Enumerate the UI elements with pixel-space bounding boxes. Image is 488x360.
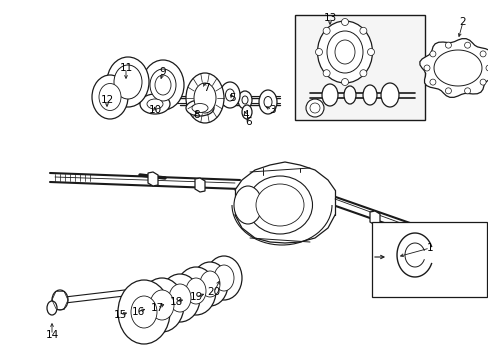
Ellipse shape xyxy=(155,75,171,95)
Ellipse shape xyxy=(264,96,271,108)
Circle shape xyxy=(464,42,469,48)
Ellipse shape xyxy=(242,96,247,104)
Ellipse shape xyxy=(256,184,304,226)
Ellipse shape xyxy=(142,60,183,110)
Text: 12: 12 xyxy=(100,95,113,105)
Circle shape xyxy=(359,70,366,77)
Ellipse shape xyxy=(147,99,163,109)
Text: 4: 4 xyxy=(242,110,249,120)
Circle shape xyxy=(309,103,319,113)
Circle shape xyxy=(445,88,450,94)
Ellipse shape xyxy=(334,40,354,64)
Ellipse shape xyxy=(131,296,157,328)
Ellipse shape xyxy=(185,100,214,116)
Text: 9: 9 xyxy=(160,67,166,77)
Ellipse shape xyxy=(194,83,216,113)
Text: 17: 17 xyxy=(150,303,163,313)
Bar xyxy=(371,222,486,297)
Text: 7: 7 xyxy=(202,83,209,93)
Ellipse shape xyxy=(214,265,234,291)
Text: 20: 20 xyxy=(207,287,220,297)
Ellipse shape xyxy=(238,91,251,109)
Ellipse shape xyxy=(140,94,170,114)
Ellipse shape xyxy=(247,176,312,234)
Ellipse shape xyxy=(160,274,200,322)
Circle shape xyxy=(445,42,450,48)
Ellipse shape xyxy=(140,278,183,332)
Ellipse shape xyxy=(343,86,355,104)
Ellipse shape xyxy=(169,284,191,312)
Text: 15: 15 xyxy=(113,310,126,320)
Ellipse shape xyxy=(52,290,68,310)
Polygon shape xyxy=(148,172,158,186)
Ellipse shape xyxy=(200,271,220,297)
Ellipse shape xyxy=(259,90,276,114)
Ellipse shape xyxy=(205,256,242,300)
Text: 3: 3 xyxy=(268,105,275,115)
Polygon shape xyxy=(419,39,488,97)
Circle shape xyxy=(323,27,329,34)
Ellipse shape xyxy=(321,84,337,106)
Text: 16: 16 xyxy=(131,307,144,317)
Text: 1: 1 xyxy=(426,243,432,253)
Text: 18: 18 xyxy=(169,297,182,307)
Circle shape xyxy=(479,51,485,57)
Circle shape xyxy=(423,65,429,71)
Ellipse shape xyxy=(107,57,149,107)
Polygon shape xyxy=(195,178,204,192)
Text: 5: 5 xyxy=(229,93,236,103)
Circle shape xyxy=(429,51,435,57)
Polygon shape xyxy=(369,211,379,225)
Ellipse shape xyxy=(192,104,207,112)
Ellipse shape xyxy=(234,186,262,224)
Ellipse shape xyxy=(192,262,227,306)
Text: 13: 13 xyxy=(323,13,336,23)
Text: 14: 14 xyxy=(45,330,59,340)
Text: 8: 8 xyxy=(193,110,200,120)
Text: 6: 6 xyxy=(245,117,252,127)
Ellipse shape xyxy=(176,267,216,315)
Ellipse shape xyxy=(150,290,174,320)
Ellipse shape xyxy=(92,75,128,119)
Ellipse shape xyxy=(150,69,176,101)
Circle shape xyxy=(305,99,324,117)
Ellipse shape xyxy=(114,65,142,99)
Ellipse shape xyxy=(118,280,170,344)
Ellipse shape xyxy=(185,278,205,304)
Bar xyxy=(294,15,424,120)
Polygon shape xyxy=(433,50,481,86)
Ellipse shape xyxy=(242,105,251,119)
Circle shape xyxy=(479,79,485,85)
Circle shape xyxy=(315,49,322,55)
Circle shape xyxy=(359,27,366,34)
Text: 11: 11 xyxy=(119,63,132,73)
Circle shape xyxy=(429,79,435,85)
Circle shape xyxy=(341,78,348,85)
Circle shape xyxy=(367,49,374,55)
Ellipse shape xyxy=(326,31,362,73)
Ellipse shape xyxy=(380,83,398,107)
Text: 2: 2 xyxy=(459,17,466,27)
Text: 10: 10 xyxy=(148,105,161,115)
Ellipse shape xyxy=(185,73,224,123)
Ellipse shape xyxy=(362,85,376,105)
Ellipse shape xyxy=(220,82,240,108)
Ellipse shape xyxy=(317,21,372,83)
Circle shape xyxy=(323,70,329,77)
Text: 19: 19 xyxy=(189,292,202,302)
Circle shape xyxy=(485,65,488,71)
Ellipse shape xyxy=(99,84,121,111)
Circle shape xyxy=(341,18,348,26)
Circle shape xyxy=(464,88,469,94)
Ellipse shape xyxy=(225,89,234,101)
Polygon shape xyxy=(235,162,334,243)
Ellipse shape xyxy=(47,301,57,315)
